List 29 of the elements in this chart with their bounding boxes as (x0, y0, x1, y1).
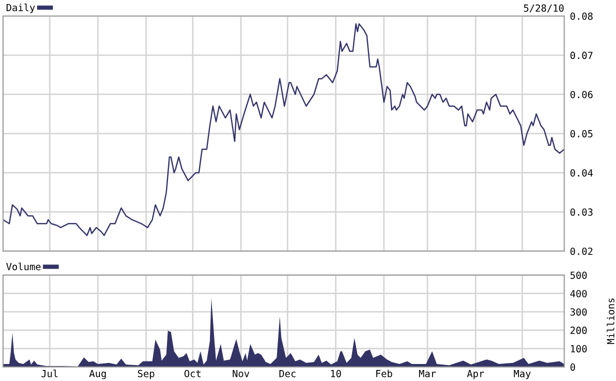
y-axis-title: Millions (606, 298, 614, 344)
y-tick-label: 0.07 (570, 52, 592, 60)
y-tick-label: 0.08 (570, 12, 593, 20)
x-tick-label: Dec (279, 370, 296, 378)
x-tick-label: Apr (467, 370, 484, 380)
x-tick-label: Jul (41, 370, 58, 378)
y-tick-label: 0 (570, 363, 576, 371)
line-series (3, 23, 564, 236)
y-tick-label: 0.02 (570, 248, 592, 255)
text: 5/28/10 (524, 4, 564, 13)
x-tick-label: Aug (89, 370, 106, 380)
x-tick-label: Sep (138, 370, 154, 380)
x-tick-label: Feb (376, 370, 392, 378)
y-tick-label: 0.03 (570, 208, 592, 216)
y-tick-label: 500 (570, 272, 587, 279)
x-tick-label: Oct (184, 370, 201, 378)
y-tick-label: 400 (570, 290, 587, 298)
y-tick-label: 0.04 (570, 169, 593, 177)
y-tick-label: 100 (570, 345, 587, 352)
x-tick-label: Nov (232, 370, 250, 378)
y-tick-label: 300 (570, 308, 587, 316)
x-tick-label: 10 (331, 370, 341, 378)
legend-label: Volume (6, 262, 41, 270)
x-tick-label: May (514, 370, 531, 380)
y-tick-label: 200 (570, 326, 587, 334)
legend-label: Daily (6, 4, 35, 14)
y-tick-label: 0.05 (570, 130, 592, 138)
x-tick-label: Mar (419, 370, 436, 378)
y-tick-label: 0.06 (570, 90, 593, 98)
